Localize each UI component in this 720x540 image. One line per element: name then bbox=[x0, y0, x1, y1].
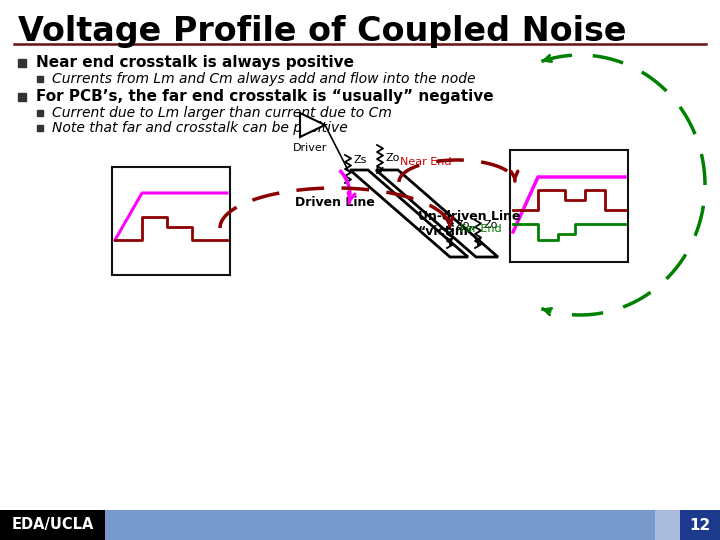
Text: Far End: Far End bbox=[460, 224, 502, 234]
Bar bbox=[0, 510, 105, 540]
Text: Driven Line: Driven Line bbox=[295, 195, 375, 208]
Bar bbox=[680, 510, 720, 540]
Text: Note that far and crosstalk can be positive: Note that far and crosstalk can be posit… bbox=[52, 121, 348, 135]
Text: Zo: Zo bbox=[386, 153, 400, 163]
Text: Near end crosstalk is always positive: Near end crosstalk is always positive bbox=[36, 56, 354, 71]
Text: EDA/UCLA: EDA/UCLA bbox=[12, 517, 94, 532]
Text: Current due to Lm larger than current due to Cm: Current due to Lm larger than current du… bbox=[52, 106, 392, 120]
Bar bbox=[0, 510, 720, 540]
Bar bbox=[655, 510, 680, 540]
Text: Zo: Zo bbox=[456, 220, 470, 230]
Text: For PCB’s, the far end crosstalk is “usually” negative: For PCB’s, the far end crosstalk is “usu… bbox=[36, 90, 494, 105]
Text: Zo: Zo bbox=[484, 220, 498, 230]
Polygon shape bbox=[376, 170, 498, 257]
Text: Currents from Lm and Cm always add and flow into the node: Currents from Lm and Cm always add and f… bbox=[52, 72, 475, 86]
Text: Voltage Profile of Coupled Noise: Voltage Profile of Coupled Noise bbox=[18, 15, 626, 48]
Polygon shape bbox=[350, 170, 468, 257]
Text: Zs: Zs bbox=[354, 155, 367, 165]
Bar bbox=[510, 150, 628, 262]
Text: Near End: Near End bbox=[400, 157, 451, 167]
Bar bbox=[112, 167, 230, 275]
Polygon shape bbox=[300, 113, 325, 137]
Text: 12: 12 bbox=[689, 517, 711, 532]
Text: Un-driven Line
“victim”: Un-driven Line “victim” bbox=[418, 210, 521, 238]
Text: Driver: Driver bbox=[293, 143, 327, 153]
